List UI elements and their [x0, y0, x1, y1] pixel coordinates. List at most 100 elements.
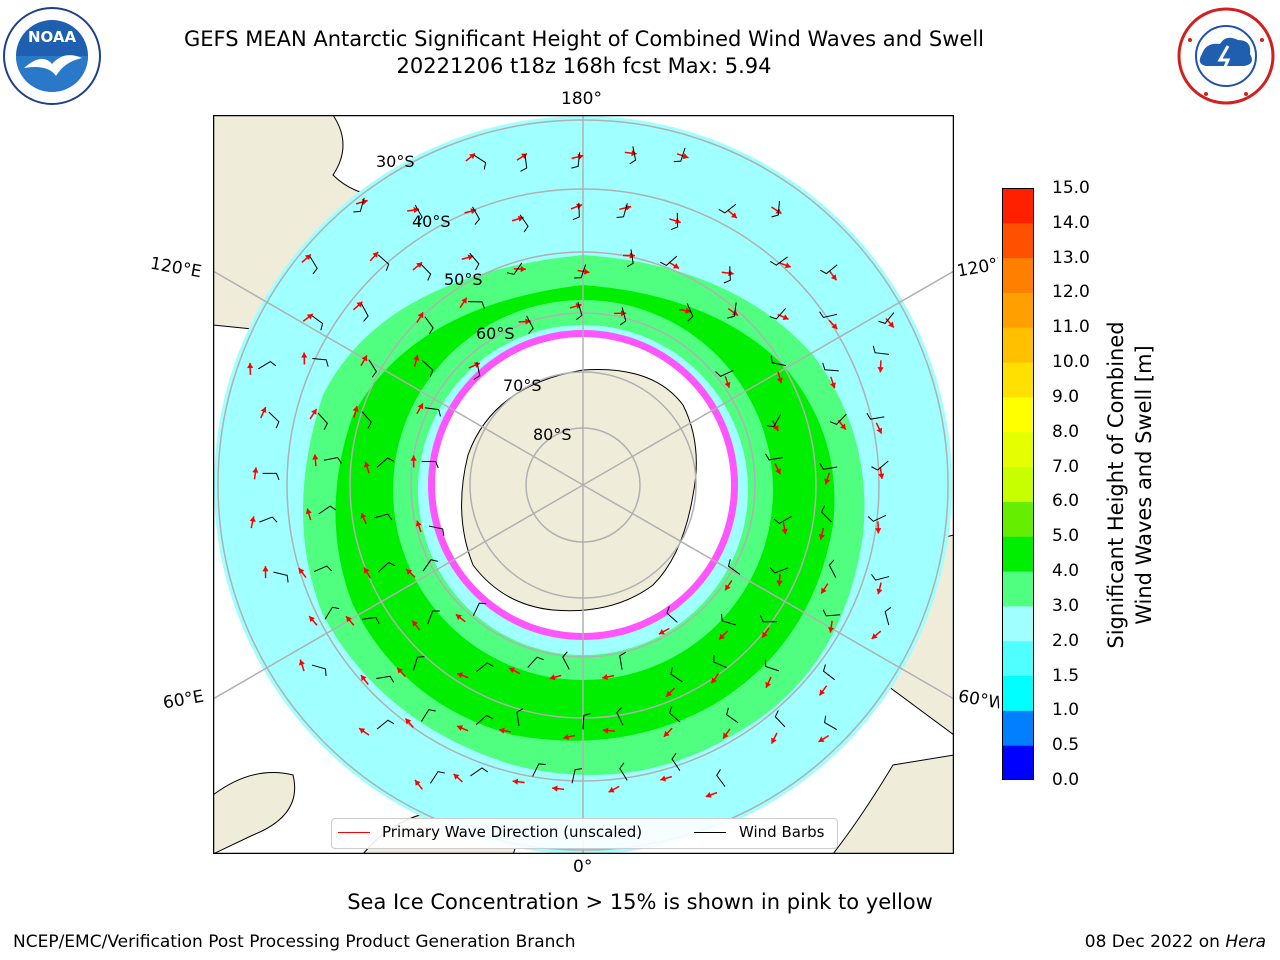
- wind-barb: [262, 472, 280, 481]
- colorbar-band: [1002, 745, 1034, 781]
- lat-label-60s: 60°S: [476, 324, 515, 343]
- wave-arrow-head: [305, 508, 312, 515]
- colorbar-band: [1002, 188, 1034, 224]
- wave-arrow-head: [773, 425, 779, 432]
- wind-barb: [878, 312, 895, 324]
- footer-date: 08 Dec 2022 on Hera: [1085, 932, 1266, 952]
- wave-arrow-head: [413, 206, 420, 214]
- colorbar-tick-label: 12.0: [1052, 282, 1090, 303]
- wind-barb: [721, 613, 736, 626]
- wave-arrow-head: [360, 512, 367, 519]
- wind-barb: [526, 315, 534, 334]
- colorbar-title: Significant Height of Combined Wind Wave…: [1102, 275, 1158, 695]
- colorbar-tick-label: 1.5: [1052, 665, 1080, 686]
- wave-arrow-head: [782, 314, 789, 321]
- wave-arrow-head: [682, 153, 689, 159]
- wave-arrow-head: [871, 633, 878, 639]
- wind-barb: [659, 255, 678, 267]
- wind-barbs: [258, 146, 895, 787]
- wave-arrow-head: [819, 689, 826, 696]
- wind-barb: [574, 264, 587, 279]
- landmass-antarctica: [461, 368, 697, 612]
- wind-barb: [774, 710, 786, 728]
- wave-arrow-head: [470, 208, 477, 215]
- wave-arrow-head: [406, 569, 413, 575]
- wave-direction-legend-label: Primary Wave Direction (unscaled): [382, 823, 643, 841]
- colorbar: [1002, 188, 1034, 781]
- wave-arrow-head: [372, 251, 379, 258]
- wind-barb: [571, 152, 581, 169]
- wave-arrow-head: [784, 262, 791, 269]
- wind-barb: [829, 413, 847, 425]
- wave-arrow-head: [831, 323, 838, 330]
- wave-arrow-head: [762, 631, 768, 638]
- wind-barb: [422, 360, 434, 377]
- wind-barb: [507, 262, 523, 275]
- wind-barb: [374, 513, 393, 521]
- footer-date-text: 08 Dec 2022 on: [1084, 932, 1226, 952]
- wind-barb: [766, 414, 782, 428]
- wave-arrow-head: [473, 362, 480, 369]
- wave-arrow-head: [602, 673, 608, 681]
- wave-arrow-head: [781, 528, 788, 535]
- wind-barb: [764, 659, 780, 672]
- colorbar-tick-label: 5.0: [1052, 526, 1080, 547]
- wave-arrow-head: [412, 620, 418, 627]
- wind-barb: [824, 715, 837, 731]
- colorbar-band: [1002, 571, 1034, 607]
- wind-barb: [884, 607, 892, 626]
- wind-barb: [773, 515, 792, 525]
- wave-arrow-head: [410, 455, 417, 461]
- wave-arrow-head: [840, 423, 846, 430]
- wave-direction-legend-line: [338, 832, 370, 833]
- colorbar-tick-label: 3.0: [1052, 595, 1080, 616]
- wind-barb: [771, 200, 780, 218]
- wave-arrow-head: [724, 381, 731, 388]
- colorbar-tick-label: 14.0: [1052, 212, 1090, 233]
- wind-barb: [520, 154, 528, 172]
- wind-barb: [429, 771, 445, 784]
- wave-arrow-head: [685, 307, 692, 314]
- chart-title: GEFS MEAN Antarctic Significant Height o…: [183, 27, 985, 51]
- wind-barb: [377, 254, 390, 271]
- wind-barb: [819, 311, 838, 319]
- lat-label-40s: 40°S: [412, 212, 451, 231]
- wind-barb: [713, 654, 727, 669]
- wind-barb: [822, 362, 839, 372]
- wind-barb: [424, 407, 441, 417]
- wave-arrow-head: [658, 629, 665, 635]
- colorbar-tick-label: 6.0: [1052, 491, 1080, 512]
- wind-barb: [318, 505, 337, 515]
- wave-arrow-head: [875, 528, 882, 534]
- colorbar-title-line1: Significant Height of Combined: [1104, 321, 1128, 649]
- wind-barb: [769, 308, 786, 320]
- wind-barb: [312, 357, 329, 367]
- wave-arrow-head: [247, 362, 254, 369]
- wave-arrow-head: [776, 580, 783, 586]
- wave-arrow-head: [877, 367, 884, 373]
- wind-barb: [473, 361, 481, 380]
- wind-barb: [532, 763, 546, 777]
- wind-barb: [420, 263, 432, 281]
- wind-barb: [360, 303, 369, 322]
- wind-barb: [629, 146, 637, 165]
- footer-branch: NCEP/EMC/Verification Post Processing Pr…: [13, 932, 576, 952]
- wind-barb: [668, 706, 681, 723]
- lon-label-120w: 120°W: [955, 254, 1001, 282]
- colorbar-tick-label: 0.0: [1052, 770, 1080, 790]
- colorbar-band: [1002, 466, 1034, 502]
- colorbar-band: [1002, 605, 1034, 642]
- wave-arrow-head: [414, 779, 421, 786]
- wind-barb: [259, 516, 278, 523]
- wave-arrow-head: [776, 377, 783, 384]
- wind-barb: [353, 197, 365, 213]
- landmass-africa: [213, 772, 296, 854]
- wind-barb: [323, 456, 342, 464]
- longitude-lines: [213, 115, 954, 854]
- wave-direction-arrows: [247, 150, 895, 798]
- colorbar-band: [1002, 396, 1034, 433]
- wave-arrow-head: [563, 733, 570, 740]
- map-legend: Primary Wave Direction (unscaled) Wind B…: [331, 818, 838, 849]
- wave-arrow-head: [663, 730, 670, 737]
- wind-barb: [671, 752, 681, 771]
